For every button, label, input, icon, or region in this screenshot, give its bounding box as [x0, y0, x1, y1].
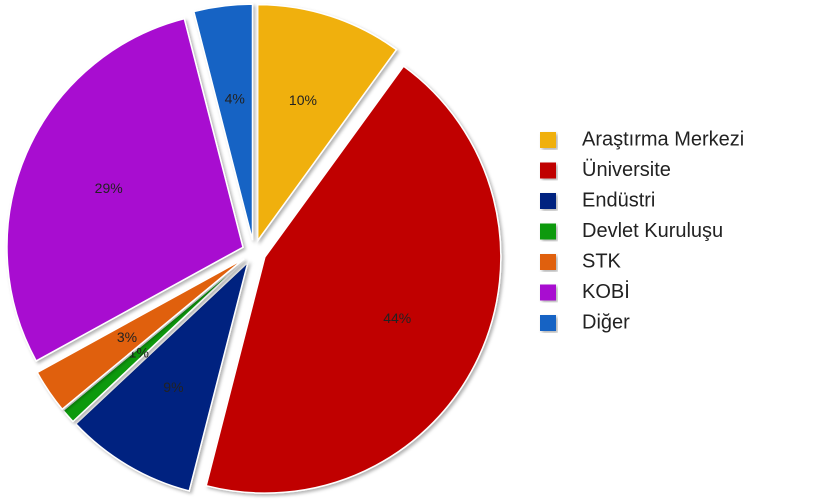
- legend-swatch: [540, 132, 556, 148]
- pie: 10%44%9%1%3%29%4%: [6, 3, 502, 494]
- pie-slice: [256, 3, 398, 243]
- pie-slice: [192, 3, 254, 241]
- data-label: 3%: [117, 329, 137, 345]
- pie-slice: [205, 65, 502, 494]
- legend-swatch: [540, 254, 556, 270]
- legend-label: Diğer: [582, 311, 630, 333]
- legend-swatch: [540, 162, 556, 179]
- legend-swatch: [540, 315, 556, 331]
- data-label: 44%: [383, 310, 411, 326]
- legend: Araştırma Merkezi Üniversite Endüstri Devle…: [540, 128, 744, 333]
- data-label: 29%: [95, 180, 123, 196]
- legend-label: KOBİ: [582, 280, 630, 303]
- pie-slice: [62, 259, 246, 423]
- data-label: 9%: [163, 379, 183, 395]
- legend-label: Devlet Kuruluşu: [582, 220, 723, 242]
- pie-slice: [74, 260, 250, 492]
- data-label: 4%: [225, 90, 245, 106]
- legend-label: Endüstri: [582, 189, 655, 211]
- legend-label: STK: [582, 250, 622, 272]
- legend-swatch: [540, 223, 556, 240]
- pie-slice: [36, 258, 245, 411]
- pie-slice: [6, 17, 244, 362]
- data-label: 10%: [289, 92, 317, 108]
- legend-swatch: [540, 284, 556, 301]
- legend-swatch: [540, 193, 556, 209]
- legend-label: Üniversite: [582, 159, 671, 181]
- legend-label: Araştırma Merkezi: [582, 128, 744, 150]
